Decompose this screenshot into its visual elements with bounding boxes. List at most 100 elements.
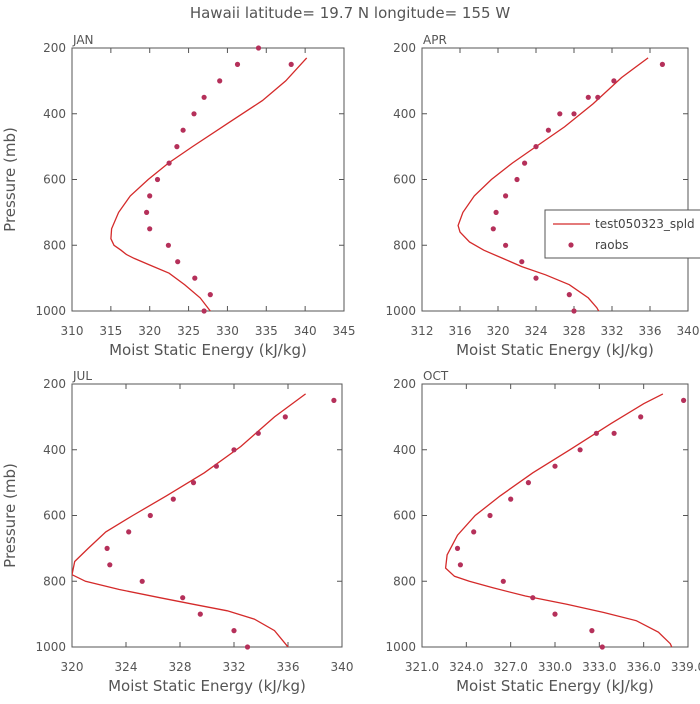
y-tick-label: 400 (43, 443, 66, 457)
obs-point (147, 226, 153, 232)
obs-point (207, 292, 213, 298)
obs-point (571, 308, 577, 314)
x-axis-label: Moist Static Energy (kJ/kg) (109, 341, 307, 359)
obs-point (201, 308, 207, 314)
panel-apr: APR 312 316 320 324 328 332 336 340 200 400 600 800 1… (385, 33, 699, 359)
y-tick-label: 600 (43, 509, 66, 523)
x-tick-label: 324.0 (449, 660, 483, 674)
y-tick-label: 400 (393, 443, 416, 457)
legend-dot-swatch (568, 242, 574, 248)
obs-point (595, 94, 601, 100)
obs-point (500, 578, 506, 584)
x-tick-label: 330 (216, 324, 239, 338)
panel-label: JAN (72, 33, 94, 47)
y-tick-label: 400 (393, 107, 416, 121)
obs-point (454, 545, 461, 552)
obs-point (557, 111, 563, 117)
obs-point (611, 430, 617, 436)
y-axis-label: Pressure (mb) (1, 127, 19, 232)
y-tick-label: 800 (43, 238, 66, 252)
obs-point (471, 529, 477, 535)
obs-point (234, 61, 241, 67)
y-tick-label: 200 (43, 377, 66, 391)
obs-point (585, 94, 591, 100)
obs-point (231, 447, 237, 453)
obs-point (522, 160, 528, 166)
y-tick-label: 800 (393, 238, 416, 252)
obs-point (493, 209, 499, 215)
obs-point (139, 578, 145, 584)
obs-point (611, 78, 617, 84)
x-axis-label: Moist Static Energy (kJ/kg) (456, 677, 654, 695)
obs-point (231, 628, 237, 634)
y-tick-label: 600 (393, 509, 416, 523)
obs-point (525, 480, 532, 486)
obs-point (191, 111, 197, 117)
x-tick-label: 321.0 (405, 660, 439, 674)
y-tick-label: 800 (393, 574, 416, 588)
panels: JAN 310 315 320 325 330 335 340 345 200 400 600 800 1… (1, 33, 700, 695)
y-tick-label: 200 (393, 377, 416, 391)
x-tick-label: 340 (294, 324, 317, 338)
obs-point (147, 193, 153, 199)
obs-point (508, 496, 514, 502)
obs-point (190, 480, 197, 486)
y-tick-label: 800 (43, 574, 66, 588)
obs-point (577, 447, 583, 453)
obs-point (175, 259, 181, 265)
obs-point (288, 61, 294, 67)
x-tick-label: 324 (115, 660, 138, 674)
series-line-model (457, 57, 649, 311)
x-tick-label: 340 (331, 660, 354, 674)
obs-point (255, 45, 262, 51)
obs-point (533, 144, 539, 150)
x-tick-label: 328 (563, 324, 586, 338)
legend: test050323_spld raobs (544, 209, 700, 259)
obs-point (566, 292, 572, 298)
obs-point (165, 242, 171, 248)
x-tick-label: 335 (255, 324, 278, 338)
obs-point (593, 430, 600, 436)
panel-label: JUL (72, 369, 92, 383)
x-tick-label: 312 (411, 324, 434, 338)
x-tick-label: 332 (601, 324, 624, 338)
x-tick-label: 333.0 (582, 660, 616, 674)
x-tick-label: 325 (177, 324, 200, 338)
obs-point (490, 226, 496, 232)
obs-point (147, 512, 153, 519)
plot-frame (421, 383, 689, 648)
obs-point (533, 275, 539, 281)
x-tick-label: 340 (677, 324, 700, 338)
obs-point (503, 242, 509, 248)
legend-box (544, 209, 700, 259)
y-tick-label: 600 (43, 173, 66, 187)
obs-point (201, 94, 207, 100)
plot-frame (421, 47, 689, 312)
panel-jan: JAN 310 315 320 325 330 335 340 345 200 400 600 800 1… (1, 33, 355, 359)
obs-point (144, 209, 150, 215)
obs-point (180, 595, 186, 601)
x-tick-label: 310 (61, 324, 84, 338)
obs-point (166, 160, 172, 166)
obs-point (174, 144, 180, 150)
obs-point (589, 628, 595, 634)
obs-point (530, 595, 536, 601)
obs-point (104, 545, 110, 552)
x-tick-label: 336.0 (626, 660, 660, 674)
y-tick-label: 200 (393, 41, 416, 55)
y-tick-label: 200 (43, 41, 66, 55)
legend-label-obs: raobs (595, 238, 629, 252)
y-tick-label: 600 (393, 173, 416, 187)
obs-point (154, 176, 161, 183)
x-tick-label: 320 (487, 324, 510, 338)
obs-point (503, 193, 509, 199)
x-tick-label: 327.0 (493, 660, 527, 674)
obs-point (282, 414, 288, 420)
obs-point (217, 78, 223, 84)
obs-point (107, 562, 113, 568)
series-line-model (444, 393, 673, 647)
obs-point (213, 463, 219, 469)
x-tick-label: 316 (449, 324, 472, 338)
x-tick-label: 320 (61, 660, 84, 674)
panel-label: OCT (423, 369, 449, 383)
